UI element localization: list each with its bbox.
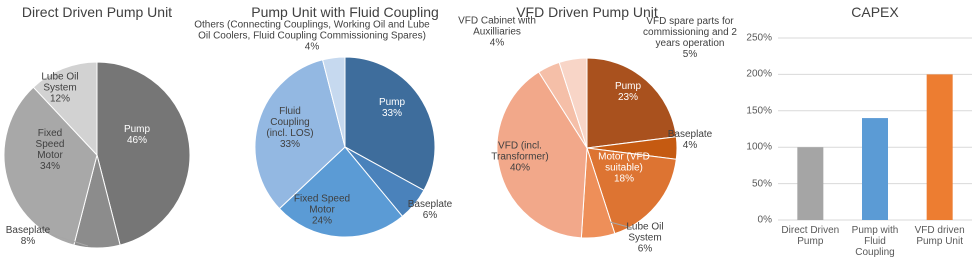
slice-value: 18% (613, 173, 634, 185)
pie-slice (586, 147, 677, 235)
slice-label: VFD (incl. Transformer) 40% (490, 141, 550, 174)
slice-category: VFD Cabinet with Auxilliaries (458, 15, 536, 38)
slice-category: Baseplate (407, 199, 453, 210)
slice-value: 34% (39, 161, 60, 172)
y-tick-label: 200% (746, 68, 772, 80)
pie-slice (32, 61, 98, 157)
leader-line (609, 221, 633, 229)
slice-category: Baseplate (667, 129, 713, 140)
slice-category: Motor (VFD suitable) (598, 151, 650, 174)
slice-label: Baseplate 8% (0, 225, 58, 247)
slice-value: 33% (279, 139, 300, 150)
slice-value: 33% (381, 108, 402, 119)
y-tick-label: 100% (746, 141, 772, 153)
chart-title: VFD Driven Pump Unit (516, 4, 658, 20)
slice-label: VFD spare parts for commissioning and 2 … (635, 16, 745, 60)
slice-value: 6% (637, 243, 653, 255)
slice-category: Lube Oil System (626, 221, 664, 244)
pie-slice (254, 59, 346, 210)
slice-label: Baseplate 6% (400, 199, 460, 221)
leader-line (49, 233, 89, 247)
slice-value: 4% (682, 140, 698, 151)
y-tick-label: 250% (746, 32, 772, 44)
slice-value: 4% (304, 41, 320, 53)
slice-label: Motor (VFD suitable) 18% (589, 152, 659, 185)
pie-slice (558, 57, 588, 149)
slice-label: Pump 23% (603, 81, 653, 103)
chart-title: Direct Driven Pump Unit (21, 4, 173, 20)
slice-category: Fluid Coupling (incl. LOS) (266, 106, 314, 139)
pie-slice (3, 86, 98, 246)
slice-label: Baseplate 4% (660, 129, 720, 151)
slice-value: 40% (509, 162, 530, 174)
chart-title: CAPEX (851, 4, 899, 20)
slice-value: 46% (126, 135, 147, 146)
slice-category: Lube Oil System (41, 71, 79, 94)
slice-category: Fixed Speed Motor (35, 128, 65, 161)
slice-category: Pump (123, 124, 151, 135)
slice-value: 4% (489, 37, 505, 49)
y-tick-label: 50% (751, 178, 772, 190)
slice-value: 24% (311, 215, 332, 227)
pie-slice (278, 146, 404, 238)
slice-label: Others (Connecting Couplings, Working Oi… (192, 20, 432, 53)
slice-value: 23% (617, 92, 638, 103)
slice-category: Pump (378, 97, 406, 108)
y-tick-label: 150% (746, 105, 772, 117)
bar (926, 74, 953, 221)
slice-label: Pump 46% (117, 124, 157, 146)
slice-label: Fixed Speed Motor 24% (287, 194, 357, 227)
x-tick-label: VFD driven Pump Unit (914, 225, 965, 247)
slice-value: 8% (20, 236, 36, 247)
slice-category: Baseplate (5, 225, 51, 236)
x-tick-label: Pump with Fluid Coupling (851, 225, 899, 258)
bar (797, 147, 824, 220)
slice-value: 6% (422, 210, 438, 221)
pie-slice (96, 61, 191, 246)
slice-label: Lube Oil System 12% (38, 72, 83, 105)
slice-label: Fluid Coupling (incl. LOS) 33% (263, 106, 318, 150)
slice-category: VFD spare parts for commissioning and 2 … (643, 16, 737, 49)
slice-label: VFD Cabinet with Auxilliaries 4% (447, 16, 547, 49)
slice-label: Pump 33% (367, 97, 417, 119)
slice-category: Fixed Speed Motor (293, 193, 351, 216)
slice-value: 12% (49, 93, 70, 105)
slice-label: Lube Oil System 6% (615, 222, 675, 255)
slice-value: 5% (682, 49, 698, 60)
slice-category: Pump (614, 81, 642, 92)
bar (862, 118, 888, 220)
x-tick-label: Direct Driven Pump (781, 225, 840, 247)
pie-slice (586, 57, 677, 149)
chart-title: Pump Unit with Fluid Coupling (251, 4, 439, 20)
slice-category: Others (Connecting Couplings, Working Oi… (194, 19, 430, 42)
pie-slice (344, 56, 436, 192)
slice-category: VFD (incl. Transformer) (491, 140, 549, 163)
pie-slice (322, 56, 346, 148)
y-tick-label: 0% (757, 214, 772, 226)
slice-label: Fixed Speed Motor 34% (28, 128, 73, 172)
